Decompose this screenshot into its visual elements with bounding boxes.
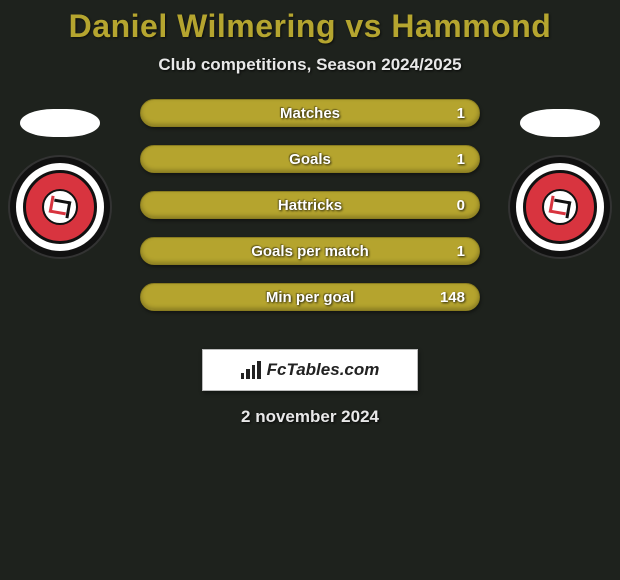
stat-value: 1 xyxy=(457,151,465,168)
club-badge-right xyxy=(510,157,610,257)
club-badge-icon xyxy=(523,170,597,244)
bar-chart-icon xyxy=(241,361,261,379)
stat-value: 0 xyxy=(457,197,465,214)
stat-row-hattricks: Hattricks 0 xyxy=(140,191,480,219)
stat-row-goals-per-match: Goals per match 1 xyxy=(140,237,480,265)
branding-text: FcTables.com xyxy=(267,360,380,380)
player-avatar-right xyxy=(520,109,600,137)
branding-badge[interactable]: FcTables.com xyxy=(202,349,418,391)
stat-value: 1 xyxy=(457,105,465,122)
stat-value: 148 xyxy=(440,289,465,306)
footer: FcTables.com 2 november 2024 xyxy=(0,349,620,427)
stat-label: Goals xyxy=(289,151,331,168)
comparison-card: Daniel Wilmering vs Hammond Club competi… xyxy=(0,0,620,427)
stat-row-goals: Goals 1 xyxy=(140,145,480,173)
stats-area: Matches 1 Goals 1 Hattricks 0 Goals per … xyxy=(0,99,620,329)
club-badge-left xyxy=(10,157,110,257)
club-badge-icon xyxy=(23,170,97,244)
player-avatar-left xyxy=(20,109,100,137)
date-text: 2 november 2024 xyxy=(241,407,379,427)
page-subtitle: Club competitions, Season 2024/2025 xyxy=(0,55,620,75)
stat-label: Hattricks xyxy=(278,197,342,214)
stat-row-matches: Matches 1 xyxy=(140,99,480,127)
stat-label: Goals per match xyxy=(251,243,369,260)
stat-label: Min per goal xyxy=(266,289,354,306)
player-right xyxy=(500,99,620,329)
player-left xyxy=(0,99,120,329)
stat-label: Matches xyxy=(280,105,340,122)
stat-rows: Matches 1 Goals 1 Hattricks 0 Goals per … xyxy=(140,99,480,311)
stat-row-min-per-goal: Min per goal 148 xyxy=(140,283,480,311)
page-title: Daniel Wilmering vs Hammond xyxy=(0,8,620,45)
stat-value: 1 xyxy=(457,243,465,260)
